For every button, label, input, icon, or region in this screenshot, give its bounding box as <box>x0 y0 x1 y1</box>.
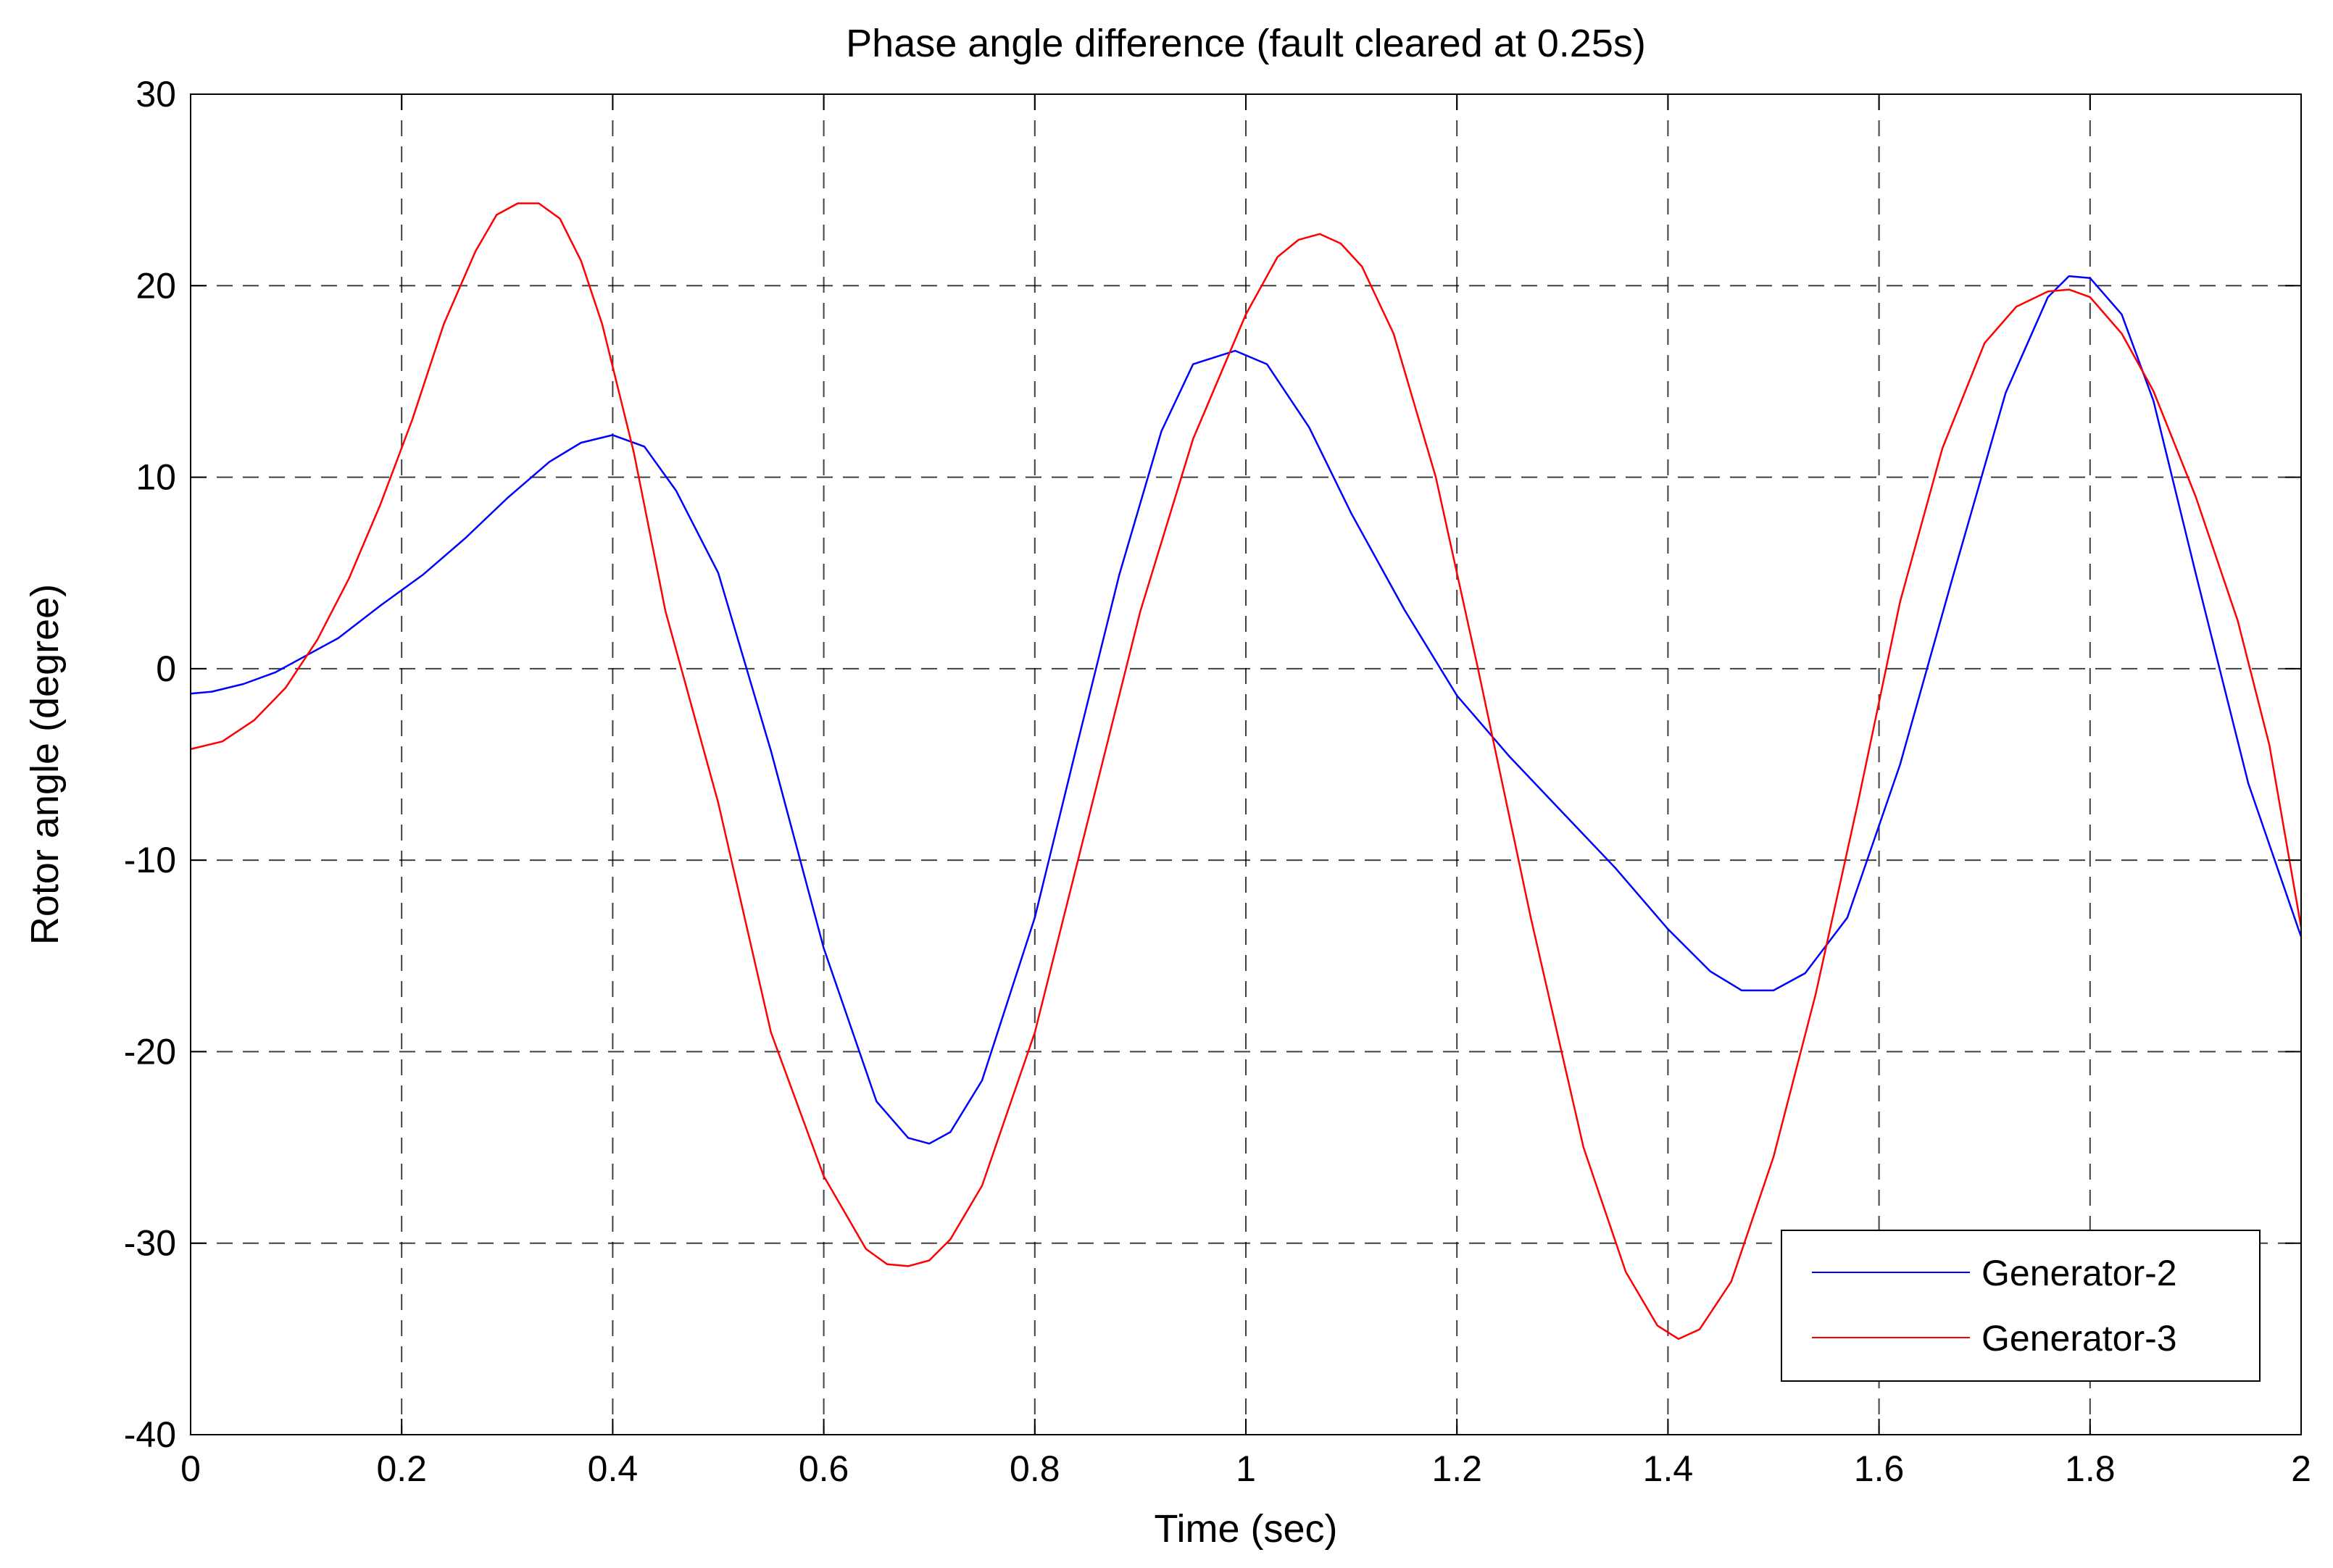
y-tick-label: 10 <box>136 457 176 498</box>
x-tick-label: 1.6 <box>1854 1448 1905 1489</box>
x-tick-label: 1.4 <box>1643 1448 1694 1489</box>
series-line-generator-3 <box>190 202 2303 1340</box>
y-axis-label: Rotor angle (degree) <box>23 584 67 945</box>
axis-ticks: 0 0.2 0.4 0.6 0.8 1 1.2 1.4 1.6 1.8 2 30 20 10 0 -10 -20… <box>124 74 2311 1489</box>
x-tick-label: 0 <box>180 1448 201 1489</box>
series-lines <box>190 202 2303 1340</box>
x-tick-label: 2 <box>2291 1448 2311 1489</box>
chart-title: Phase angle difference (fault cleared at… <box>846 22 1646 65</box>
y-tick-label: -40 <box>124 1414 176 1455</box>
legend-box <box>1781 1230 2261 1382</box>
x-tick-label: 1.2 <box>1431 1448 1482 1489</box>
x-tick-label: 0.2 <box>376 1448 427 1489</box>
x-tick-label: 1.8 <box>2065 1448 2116 1489</box>
series-line-generator-2 <box>190 275 2303 1145</box>
x-tick-label: 0.4 <box>588 1448 639 1489</box>
y-tick-label: 20 <box>136 265 176 306</box>
grid-lines <box>191 94 2301 1435</box>
legend-label-generator-2: Generator-2 <box>1981 1253 2177 1293</box>
y-tick-label: -20 <box>124 1031 176 1072</box>
y-tick-label: -30 <box>124 1223 176 1264</box>
x-tick-label: 0.8 <box>1010 1448 1060 1489</box>
legend-label-generator-3: Generator-3 <box>1981 1318 2177 1359</box>
legend: Generator-2 Generator-3 <box>1781 1230 2261 1382</box>
y-tick-label: 30 <box>136 74 176 114</box>
y-tick-label: -10 <box>124 840 176 880</box>
y-tick-label: 0 <box>156 649 176 689</box>
x-tick-label: 1 <box>1236 1448 1256 1489</box>
x-axis-label: Time (sec) <box>1155 1507 1338 1551</box>
x-tick-label: 0.6 <box>799 1448 849 1489</box>
